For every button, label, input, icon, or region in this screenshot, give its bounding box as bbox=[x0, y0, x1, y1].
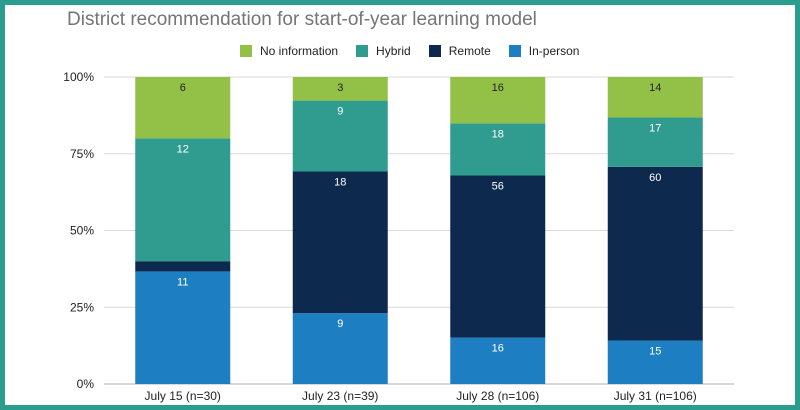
legend-item-in-person: In-person bbox=[508, 44, 580, 58]
data-label: 18 bbox=[334, 176, 346, 188]
bar-segment-hybrid bbox=[450, 123, 546, 176]
legend-item-remote: Remote bbox=[428, 44, 491, 58]
legend-swatch-remote bbox=[428, 45, 441, 57]
x-tick-label: July 15 (n=30) bbox=[145, 389, 221, 403]
bar-segment-no-information bbox=[607, 77, 703, 118]
data-label: 56 bbox=[492, 180, 504, 192]
y-tick-label: 0% bbox=[77, 377, 95, 391]
y-tick-label: 50% bbox=[70, 224, 94, 238]
bar-segment-in-person bbox=[450, 337, 546, 384]
bar-segment-no-information bbox=[292, 77, 388, 101]
x-tick-label: July 23 (n=39) bbox=[302, 389, 378, 403]
data-label: 60 bbox=[649, 172, 661, 184]
data-label: 16 bbox=[492, 343, 504, 355]
bar-segment-hybrid bbox=[607, 117, 703, 167]
y-tick-label: 100% bbox=[63, 70, 94, 84]
legend-swatch-no-information bbox=[240, 45, 252, 57]
bar-segment-remote bbox=[450, 175, 546, 338]
chart-legend: No information Hybrid Remote In-person bbox=[240, 42, 597, 60]
chart-title: District recommendation for start-of-yea… bbox=[67, 9, 537, 30]
data-label: 14 bbox=[649, 82, 661, 94]
data-label: 17 bbox=[649, 123, 661, 135]
legend-label-remote: Remote bbox=[448, 44, 491, 58]
x-tick-label: July 31 (n=106) bbox=[614, 389, 697, 403]
legend-swatch-hybrid bbox=[356, 45, 369, 57]
bar-segment-hybrid bbox=[135, 138, 231, 262]
bar-segment-no-information bbox=[450, 77, 546, 124]
bar-segment-remote bbox=[135, 261, 231, 272]
legend-label-in-person: In-person bbox=[528, 44, 580, 58]
legend-item-hybrid: Hybrid bbox=[356, 44, 411, 58]
data-label: 12 bbox=[177, 143, 189, 155]
data-label: 11 bbox=[177, 276, 188, 288]
data-label: 3 bbox=[337, 82, 343, 94]
legend-label-hybrid: Hybrid bbox=[376, 44, 411, 58]
bar-segment-no-information bbox=[135, 77, 231, 139]
data-label: 6 bbox=[180, 82, 186, 94]
bar-segment-hybrid bbox=[292, 100, 388, 172]
bar-segment-remote bbox=[607, 166, 703, 341]
data-label: 9 bbox=[337, 106, 343, 118]
bar-segment-remote bbox=[292, 171, 388, 314]
data-label: 15 bbox=[649, 346, 661, 358]
data-label: 16 bbox=[492, 82, 504, 94]
legend-item-no-information: No information bbox=[240, 44, 338, 58]
data-label: 18 bbox=[492, 128, 504, 140]
data-label: 9 bbox=[337, 318, 343, 330]
bar-segment-in-person bbox=[135, 271, 231, 384]
legend-swatch-in-person bbox=[508, 45, 521, 57]
bar-segment-in-person bbox=[292, 313, 388, 384]
y-tick-label: 25% bbox=[70, 300, 94, 314]
bar-segment-in-person bbox=[607, 340, 703, 384]
legend-label-no-information: No information bbox=[260, 44, 339, 58]
x-tick-label: July 28 (n=106) bbox=[456, 389, 539, 403]
y-tick-label: 75% bbox=[70, 147, 94, 161]
